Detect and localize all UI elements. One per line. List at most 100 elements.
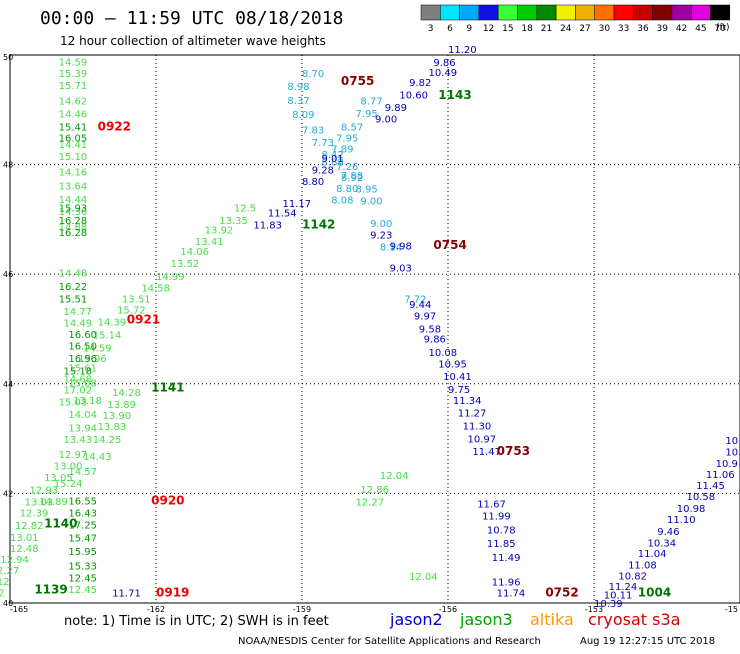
wave-height-label: 12.97 (59, 450, 88, 461)
legend-label: 42 (676, 24, 687, 34)
wave-height-label: 7.26 (336, 162, 358, 173)
legend-swatch (575, 4, 595, 21)
legend-swatch (613, 4, 634, 21)
wave-height-label: 9.82 (409, 78, 431, 89)
y-tick-label: 44 (3, 380, 13, 389)
wave-height-label: 8.09 (292, 110, 314, 121)
wave-height-label: 10.41 (443, 372, 472, 383)
chart-subtitle: 12 hour collection of altimeter wave hei… (60, 34, 326, 48)
wave-height-label: 10.11 (604, 591, 633, 602)
legend-label: 39 (657, 24, 669, 34)
wave-height-label: 11.17 (283, 199, 312, 210)
satellite-altika: altika (530, 610, 574, 629)
legend-label: 21 (541, 24, 552, 34)
color-scale-legend: 3 6 9 12 15 18 21 24 27 30 33 36 39 42 45 70 (420, 4, 731, 34)
wave-height-label: 16.28 (59, 228, 88, 239)
x-tick-label: -156 (439, 605, 457, 614)
wave-height-label: 7.88 (341, 171, 363, 182)
satellite-cryosat-s3a: cryosat s3a (588, 610, 680, 629)
wave-height-label: 12.27 (0, 566, 19, 577)
wave-height-label: 10.60 (399, 90, 428, 101)
wave-height-label: 15.41 (59, 123, 88, 134)
credit-line: NOAA/NESDIS Center for Satellite Applica… (238, 636, 541, 647)
wave-height-label: 13.52 (171, 259, 200, 270)
wave-height-label: 15.14 (93, 330, 122, 341)
wave-height-label: 15.39 (59, 69, 88, 80)
pass-time-label: 0755 (341, 74, 374, 88)
wave-height-label: 11.99 (482, 512, 511, 523)
wave-height-label: 13.92 (205, 226, 234, 237)
legend-swatch (710, 4, 731, 21)
pass-time-label: 0920 (151, 493, 184, 507)
wave-height-label: 13.12 (0, 577, 9, 588)
wave-height-label: 11.67 (477, 500, 506, 511)
pass-time-label: 0921 (127, 313, 160, 327)
y-tick-label: 48 (3, 161, 13, 170)
wave-height-label: 9.86 (433, 58, 455, 69)
wave-height-label: 8.42 (321, 150, 343, 161)
wave-height-label: 11.85 (487, 539, 516, 550)
wave-height-label: 13.00 (54, 461, 83, 472)
wave-height-label: 10.97 (467, 434, 496, 445)
wave-height-label: 14.25 (93, 435, 122, 446)
wave-height-label: 9.58 (419, 324, 441, 335)
legend-swatch (440, 4, 460, 21)
wave-height-label: 14.39 (98, 318, 127, 329)
pass-time-label: 0754 (433, 238, 466, 252)
legend-swatch (478, 4, 499, 21)
wave-height-label: 8.70 (302, 69, 324, 80)
wave-height-label: 14.44 (59, 195, 88, 206)
pass-time-label: 0753 (497, 444, 530, 458)
legend-label: 27 (579, 24, 590, 34)
wave-height-label: 13.51 (122, 295, 151, 306)
wave-height-label: 12.39 (20, 508, 49, 519)
wave-height-label: 11.30 (463, 421, 492, 432)
wave-height-label: 11.74 (497, 588, 526, 599)
wave-height-label: 15.33 (68, 562, 97, 573)
wave-height-label: 11.96 (492, 577, 521, 588)
wave-height-label: 10.98 (677, 504, 706, 515)
wave-height-label: 14.06 (180, 247, 209, 258)
wave-height-label: 11.45 (696, 481, 725, 492)
wave-height-label: 14.68 (64, 375, 93, 386)
wave-height-label: 8.37 (287, 96, 309, 107)
wave-height-label: 9.97 (414, 312, 436, 323)
wave-height-label: 11.49 (492, 553, 521, 564)
pass-time-label: 0922 (98, 120, 131, 134)
wave-height-label: 10.08 (429, 348, 458, 359)
wave-height-label: 13.64 (59, 181, 88, 192)
pass-time-label: 1140 (44, 516, 77, 530)
wave-height-label: 9.46 (657, 527, 679, 538)
y-tick-label: 42 (3, 489, 13, 498)
legend-swatch (633, 4, 653, 21)
y-tick-label: 46 (3, 270, 13, 279)
legend-label: 30 (599, 24, 611, 34)
wave-height-label: 16.05 (59, 134, 88, 145)
wave-height-label: 14.46 (59, 109, 88, 120)
wave-height-label: 11.34 (453, 396, 482, 407)
wave-height-label: 15.24 (54, 479, 83, 490)
wave-height-label: 9.01 (321, 154, 343, 165)
wave-height-label: 15.95 (68, 547, 97, 558)
wave-height-label: 16.60 (68, 330, 97, 341)
data-labels: 14.5915.3915.7114.6214.4614.4115.1014.16… (0, 45, 740, 610)
wave-height-label: 8.80 (336, 184, 358, 195)
wave-height-label: 7.89 (331, 145, 353, 156)
wave-height-label: 10.58 (686, 492, 715, 503)
wave-height-label: 15.61 (68, 364, 97, 375)
wave-height-label: 11.27 (458, 409, 487, 420)
wave-height-label: 12.45 (68, 574, 97, 585)
wave-height-label: 9.00 (370, 219, 392, 230)
pass-time-label: 1141 (151, 380, 184, 394)
wave-height-label: 10.82 (618, 571, 647, 582)
wave-height-label: 16.55 (68, 496, 97, 507)
wave-height-label: 8.88 (321, 158, 343, 169)
wave-height-label: 11.54 (268, 209, 297, 220)
wave-height-label: 8.95 (356, 185, 378, 196)
legend-label: 18 (521, 24, 533, 34)
wave-height-label: 14.41 (59, 140, 88, 151)
wave-height-label: 8.98 (287, 82, 309, 93)
wave-height-label: 13.01 (10, 533, 39, 544)
